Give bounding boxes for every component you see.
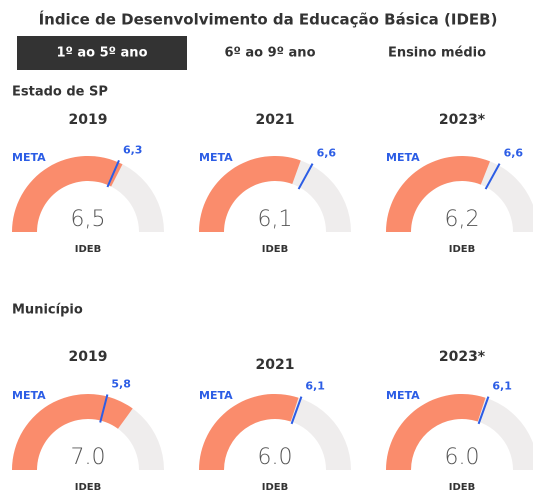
target-label: 6,1 bbox=[305, 380, 325, 393]
section-label: Município bbox=[12, 303, 83, 318]
gauge-title: 2019 bbox=[69, 112, 108, 128]
tab[interactable]: 6º ao 9º ano bbox=[225, 46, 316, 61]
gauge-value-name: IDEB bbox=[75, 482, 101, 491]
active-tab-bg[interactable] bbox=[17, 36, 187, 70]
target-name: META bbox=[386, 151, 420, 164]
target-marker bbox=[290, 396, 303, 425]
target-label: 6,3 bbox=[123, 143, 143, 156]
gauge-title: 2019 bbox=[69, 349, 108, 365]
tab[interactable]: Ensino médio bbox=[388, 46, 486, 61]
target-marker bbox=[477, 396, 490, 425]
gauge-title: 2021 bbox=[256, 112, 295, 128]
target-marker bbox=[297, 163, 314, 190]
gauge-value-name: IDEB bbox=[75, 244, 101, 255]
gauge-value: 6,1 bbox=[258, 207, 293, 232]
gauge-value: 6.0 bbox=[445, 445, 480, 470]
target-name: META bbox=[12, 151, 46, 164]
gauge-value: 6.0 bbox=[258, 445, 293, 470]
gauge-value-name: IDEB bbox=[262, 482, 288, 491]
gauge-value-name: IDEB bbox=[449, 482, 475, 491]
target-name: META bbox=[199, 151, 233, 164]
gauge-value-name: IDEB bbox=[262, 244, 288, 255]
gauge-fill bbox=[386, 156, 490, 232]
target-label: 6,6 bbox=[317, 147, 337, 160]
gauge-title: 2023* bbox=[439, 349, 486, 365]
gauge-fill bbox=[12, 155, 123, 232]
page-title: Índice de Desenvolvimento da Educação Bá… bbox=[39, 10, 498, 29]
target-marker bbox=[106, 160, 120, 188]
section-label: Estado de SP bbox=[12, 85, 108, 100]
target-label: 6,6 bbox=[504, 147, 524, 160]
target-marker bbox=[99, 394, 109, 423]
gauge-value: 7.0 bbox=[71, 445, 106, 470]
gauge-value: 6,2 bbox=[445, 207, 480, 232]
target-name: META bbox=[199, 389, 233, 402]
gauge-fill bbox=[199, 156, 301, 232]
target-marker bbox=[484, 163, 501, 190]
tab[interactable]: 1º ao 5º ano bbox=[57, 46, 148, 61]
gauge-title: 2021 bbox=[256, 357, 295, 373]
target-name: META bbox=[12, 389, 46, 402]
gauge-title: 2023* bbox=[439, 112, 486, 128]
gauge-fill bbox=[199, 393, 299, 470]
target-name: META bbox=[386, 389, 420, 402]
gauge-fill bbox=[385, 394, 486, 470]
target-label: 6,1 bbox=[492, 380, 512, 393]
gauge-value-name: IDEB bbox=[449, 244, 475, 255]
gauge-value: 6,5 bbox=[71, 207, 106, 232]
target-label: 5,8 bbox=[111, 377, 131, 390]
